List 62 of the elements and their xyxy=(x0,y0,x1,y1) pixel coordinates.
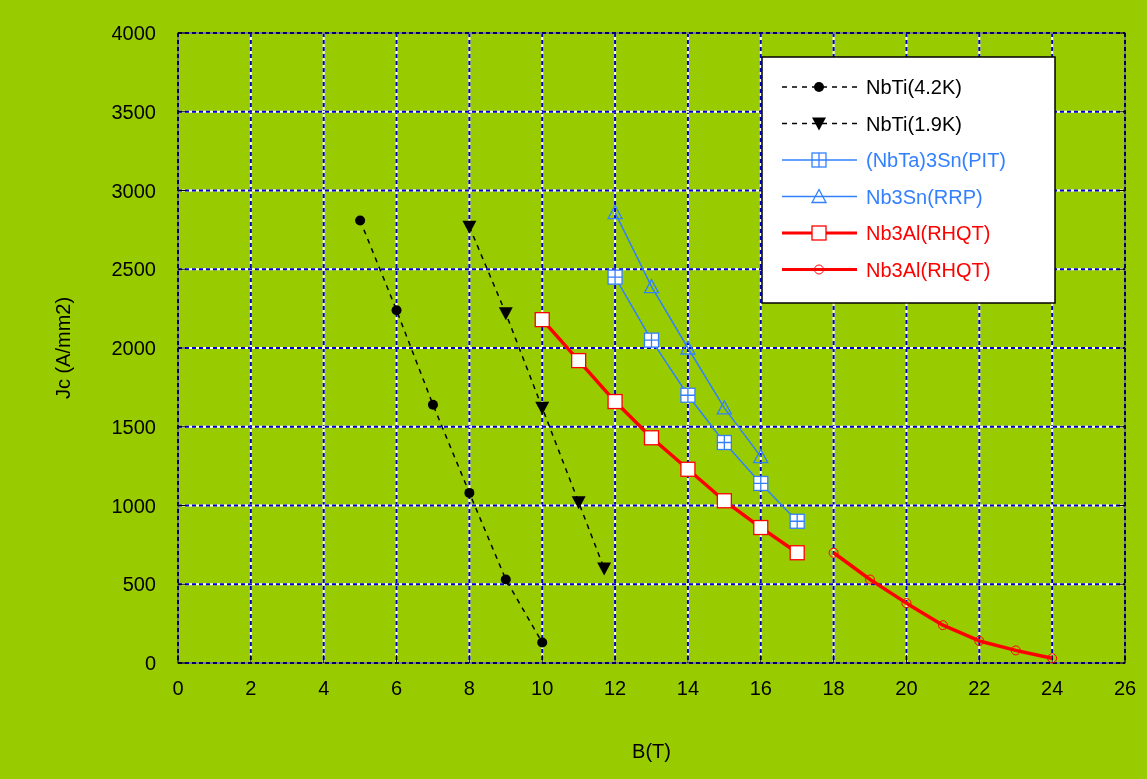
x-tick-label: 18 xyxy=(822,677,845,699)
point xyxy=(753,519,769,536)
point xyxy=(464,487,475,498)
point xyxy=(753,449,769,464)
y-tick-label: 4000 xyxy=(111,22,156,44)
x-tick-label: 22 xyxy=(968,677,991,699)
point xyxy=(535,401,550,415)
legend-label: Nb3Al(RHQT) xyxy=(866,258,991,281)
y-tick-label: 0 xyxy=(144,652,156,674)
point xyxy=(865,574,876,585)
x-tick-label: 26 xyxy=(1113,677,1137,699)
y-tick-label: 1500 xyxy=(111,415,156,438)
y-tick-label: 2500 xyxy=(111,258,156,281)
point xyxy=(607,393,623,410)
point xyxy=(391,305,402,316)
point xyxy=(716,493,732,509)
point xyxy=(789,545,805,561)
y-tick-label: 3500 xyxy=(111,100,156,123)
x-tick-label: 6 xyxy=(390,677,403,699)
x-tick-label: 14 xyxy=(676,677,700,699)
point xyxy=(355,215,366,226)
point xyxy=(680,461,696,477)
legend-label: NbTi(4.2K) xyxy=(866,76,962,98)
point xyxy=(537,637,548,648)
point xyxy=(974,635,985,646)
point xyxy=(643,430,660,446)
point xyxy=(937,620,948,631)
x-tick-label: 8 xyxy=(463,677,475,699)
point xyxy=(597,562,612,576)
point xyxy=(571,352,587,369)
y-tick-label: 3000 xyxy=(111,179,156,202)
legend-label: Nb3Al(RHQT) xyxy=(866,222,991,244)
point xyxy=(1010,645,1021,656)
x-tick-label: 4 xyxy=(318,677,330,699)
legend-label: (NbTa)3Sn(PIT) xyxy=(866,149,1007,171)
point xyxy=(500,574,511,585)
point xyxy=(643,278,660,294)
legend-label: Nb3Sn(RRP) xyxy=(866,185,983,208)
point xyxy=(498,307,513,321)
point xyxy=(607,204,623,220)
point xyxy=(427,399,438,410)
y-tick-label: 1000 xyxy=(111,494,156,517)
point xyxy=(571,496,586,510)
point xyxy=(828,547,839,558)
point xyxy=(680,340,696,355)
point xyxy=(716,400,732,415)
point xyxy=(462,220,477,234)
x-axis-title: B(T) xyxy=(632,740,671,762)
x-tick-label: 16 xyxy=(749,677,772,699)
x-tick-label: 0 xyxy=(172,677,184,699)
y-axis-title: Jc (A/mm2) xyxy=(52,296,74,400)
point xyxy=(534,312,550,328)
x-tick-label: 2 xyxy=(245,677,257,699)
point xyxy=(1047,653,1058,664)
y-tick-label: 2000 xyxy=(111,337,156,359)
y-tick-label: 500 xyxy=(122,573,156,596)
x-tick-label: 24 xyxy=(1041,677,1064,699)
point xyxy=(901,598,912,609)
x-tick-label: 12 xyxy=(603,677,627,699)
x-tick-label: 20 xyxy=(895,677,918,699)
x-tick-label: 10 xyxy=(531,677,554,699)
legend-label: NbTi(1.9K) xyxy=(866,112,962,135)
